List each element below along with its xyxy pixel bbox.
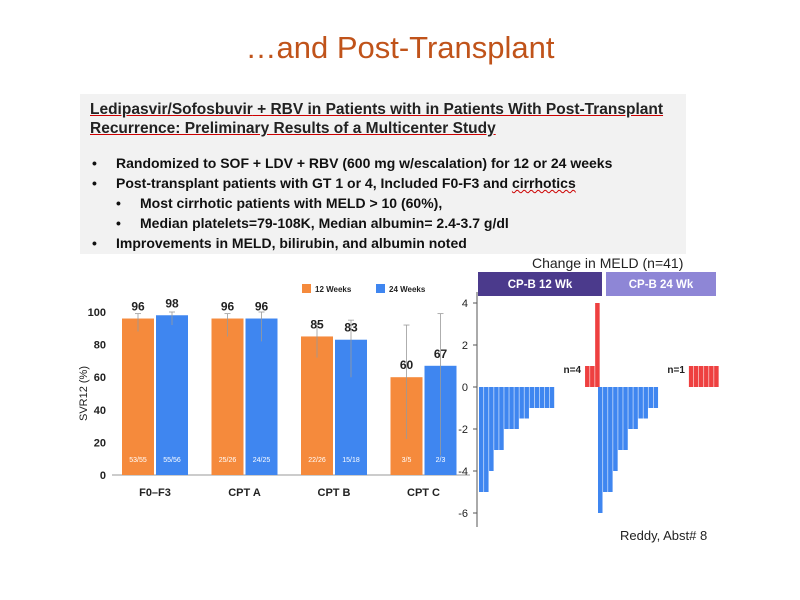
meld-bar [549, 387, 555, 408]
meld-bar [489, 387, 494, 471]
x-tick-label: CPT A [228, 487, 261, 499]
bullet-item: Randomized to SOF + LDV + RBV (600 mg w/… [92, 153, 692, 173]
bar-value-label: 83 [344, 321, 358, 335]
meld-bar [479, 387, 484, 492]
x-tick-label: CPT B [318, 487, 351, 499]
meld-bar [628, 387, 633, 429]
x-tick-label: F0–F3 [139, 487, 171, 499]
meld-bar [585, 366, 590, 387]
bar-value-label: 96 [221, 300, 235, 314]
meld-change-chart: 4 2 0 -2 -4 -6 CP-B 12 Wk n=4 CP-B 24 Wk n=1 [458, 272, 719, 527]
meld-bar [509, 387, 514, 429]
bar-fraction-label: 22/26 [308, 457, 326, 464]
bullet-item: Post-transplant patients with GT 1 or 4,… [92, 173, 692, 193]
meld-bar [504, 387, 509, 429]
reference-citation: Reddy, Abst# 8 [620, 528, 708, 543]
meld-bar [688, 366, 694, 387]
bullet-item: Improvements in MELD, bilirubin, and alb… [92, 233, 692, 253]
meld-bar [693, 366, 699, 387]
legend-label: 24 Weeks [389, 285, 426, 294]
meld-bar [638, 387, 643, 419]
y-tick-label: 2 [462, 340, 468, 352]
meld-bar [648, 387, 653, 408]
meld-bar [499, 387, 504, 450]
group-header [478, 272, 602, 296]
meld-bar [590, 366, 595, 387]
bar-fraction-label: 24/25 [253, 457, 271, 464]
meld-bar [699, 366, 704, 387]
meld-bar [514, 387, 519, 429]
meld-bar [643, 387, 648, 419]
meld-bar [519, 387, 524, 419]
bar-fraction-label: 15/18 [342, 457, 360, 464]
meld-bar [494, 387, 499, 450]
meld-bar [709, 366, 714, 387]
group-annotation: n=1 [667, 365, 685, 376]
sub-bullet-item: Most cirrhotic patients with MELD > 10 (… [92, 193, 692, 213]
legend-swatch [376, 284, 385, 293]
meld-bar [484, 387, 489, 492]
bar [122, 318, 154, 475]
y-tick-label: 60 [94, 372, 106, 384]
study-subtitle: Ledipasvir/Sofosbuvir + RBV in Patients … [90, 100, 690, 138]
meld-bar [608, 387, 613, 492]
y-tick-label: 80 [94, 340, 106, 352]
meld-bar [529, 387, 534, 408]
meld-bar [653, 387, 659, 408]
bar-value-label: 96 [255, 300, 269, 314]
y-tick-label: 4 [462, 298, 468, 310]
bar-value-label: 67 [434, 347, 448, 361]
meld-bar [623, 387, 628, 450]
bar [156, 315, 188, 475]
bar-value-label: 60 [400, 358, 414, 372]
meld-bar [539, 387, 545, 408]
group-header-label: CP-B 12 Wk [508, 279, 573, 291]
bar [245, 318, 278, 475]
meld-bar [613, 387, 618, 471]
subtitle-drug-name: Ledipasvir/Sofosbuvir [90, 101, 253, 118]
y-axis-label: SVR12 (%) [78, 366, 90, 421]
meld-bar [595, 303, 600, 387]
meld-bar [534, 387, 540, 408]
group-header [606, 272, 716, 296]
bullet-list: Randomized to SOF + LDV + RBV (600 mg w/… [92, 153, 692, 253]
bar-fraction-label: 25/26 [219, 457, 237, 464]
bar-value-label: 96 [131, 300, 145, 314]
meld-bar [524, 387, 529, 419]
bar [211, 318, 244, 475]
y-tick-label: 20 [94, 437, 106, 449]
subtitle-rest: + RBV in Patients with in Patients With … [90, 101, 664, 137]
y-tick-label: -4 [458, 466, 468, 478]
y-tick-label: 40 [94, 405, 106, 417]
bar [301, 336, 333, 475]
meld-bar [714, 366, 719, 387]
meld-bar [704, 366, 709, 387]
meld-bar [544, 387, 550, 408]
y-tick-label: -2 [458, 424, 468, 436]
x-tick-label: CPT C [407, 487, 440, 499]
y-tick-label: 100 [88, 307, 106, 319]
meld-bar [603, 387, 608, 492]
bar-value-label: 98 [165, 296, 179, 310]
meld-bar [618, 387, 623, 450]
legend-label: 12 Weeks [315, 285, 352, 294]
bar-fraction-label: 2/3 [436, 457, 446, 464]
y-tick-label: -6 [458, 508, 468, 520]
sub-bullet-item: Median platelets=79-108K, Median albumin… [92, 213, 692, 233]
meld-bar [598, 387, 603, 513]
y-tick-label: 0 [100, 470, 106, 482]
bar-fraction-label: 3/5 [402, 457, 412, 464]
group-annotation: n=4 [564, 365, 582, 376]
bar-value-label: 85 [310, 317, 324, 331]
group-header-label: CP-B 24 Wk [629, 279, 694, 291]
y-tick-label: 0 [462, 382, 468, 394]
legend-swatch [302, 284, 311, 293]
slide-title: …and Post-Transplant [245, 30, 555, 65]
bar-fraction-label: 53/55 [129, 457, 147, 464]
bar-fraction-label: 55/56 [163, 457, 181, 464]
meld-bar [633, 387, 638, 429]
meld-chart-title: Change in MELD (n=41) [532, 255, 684, 271]
